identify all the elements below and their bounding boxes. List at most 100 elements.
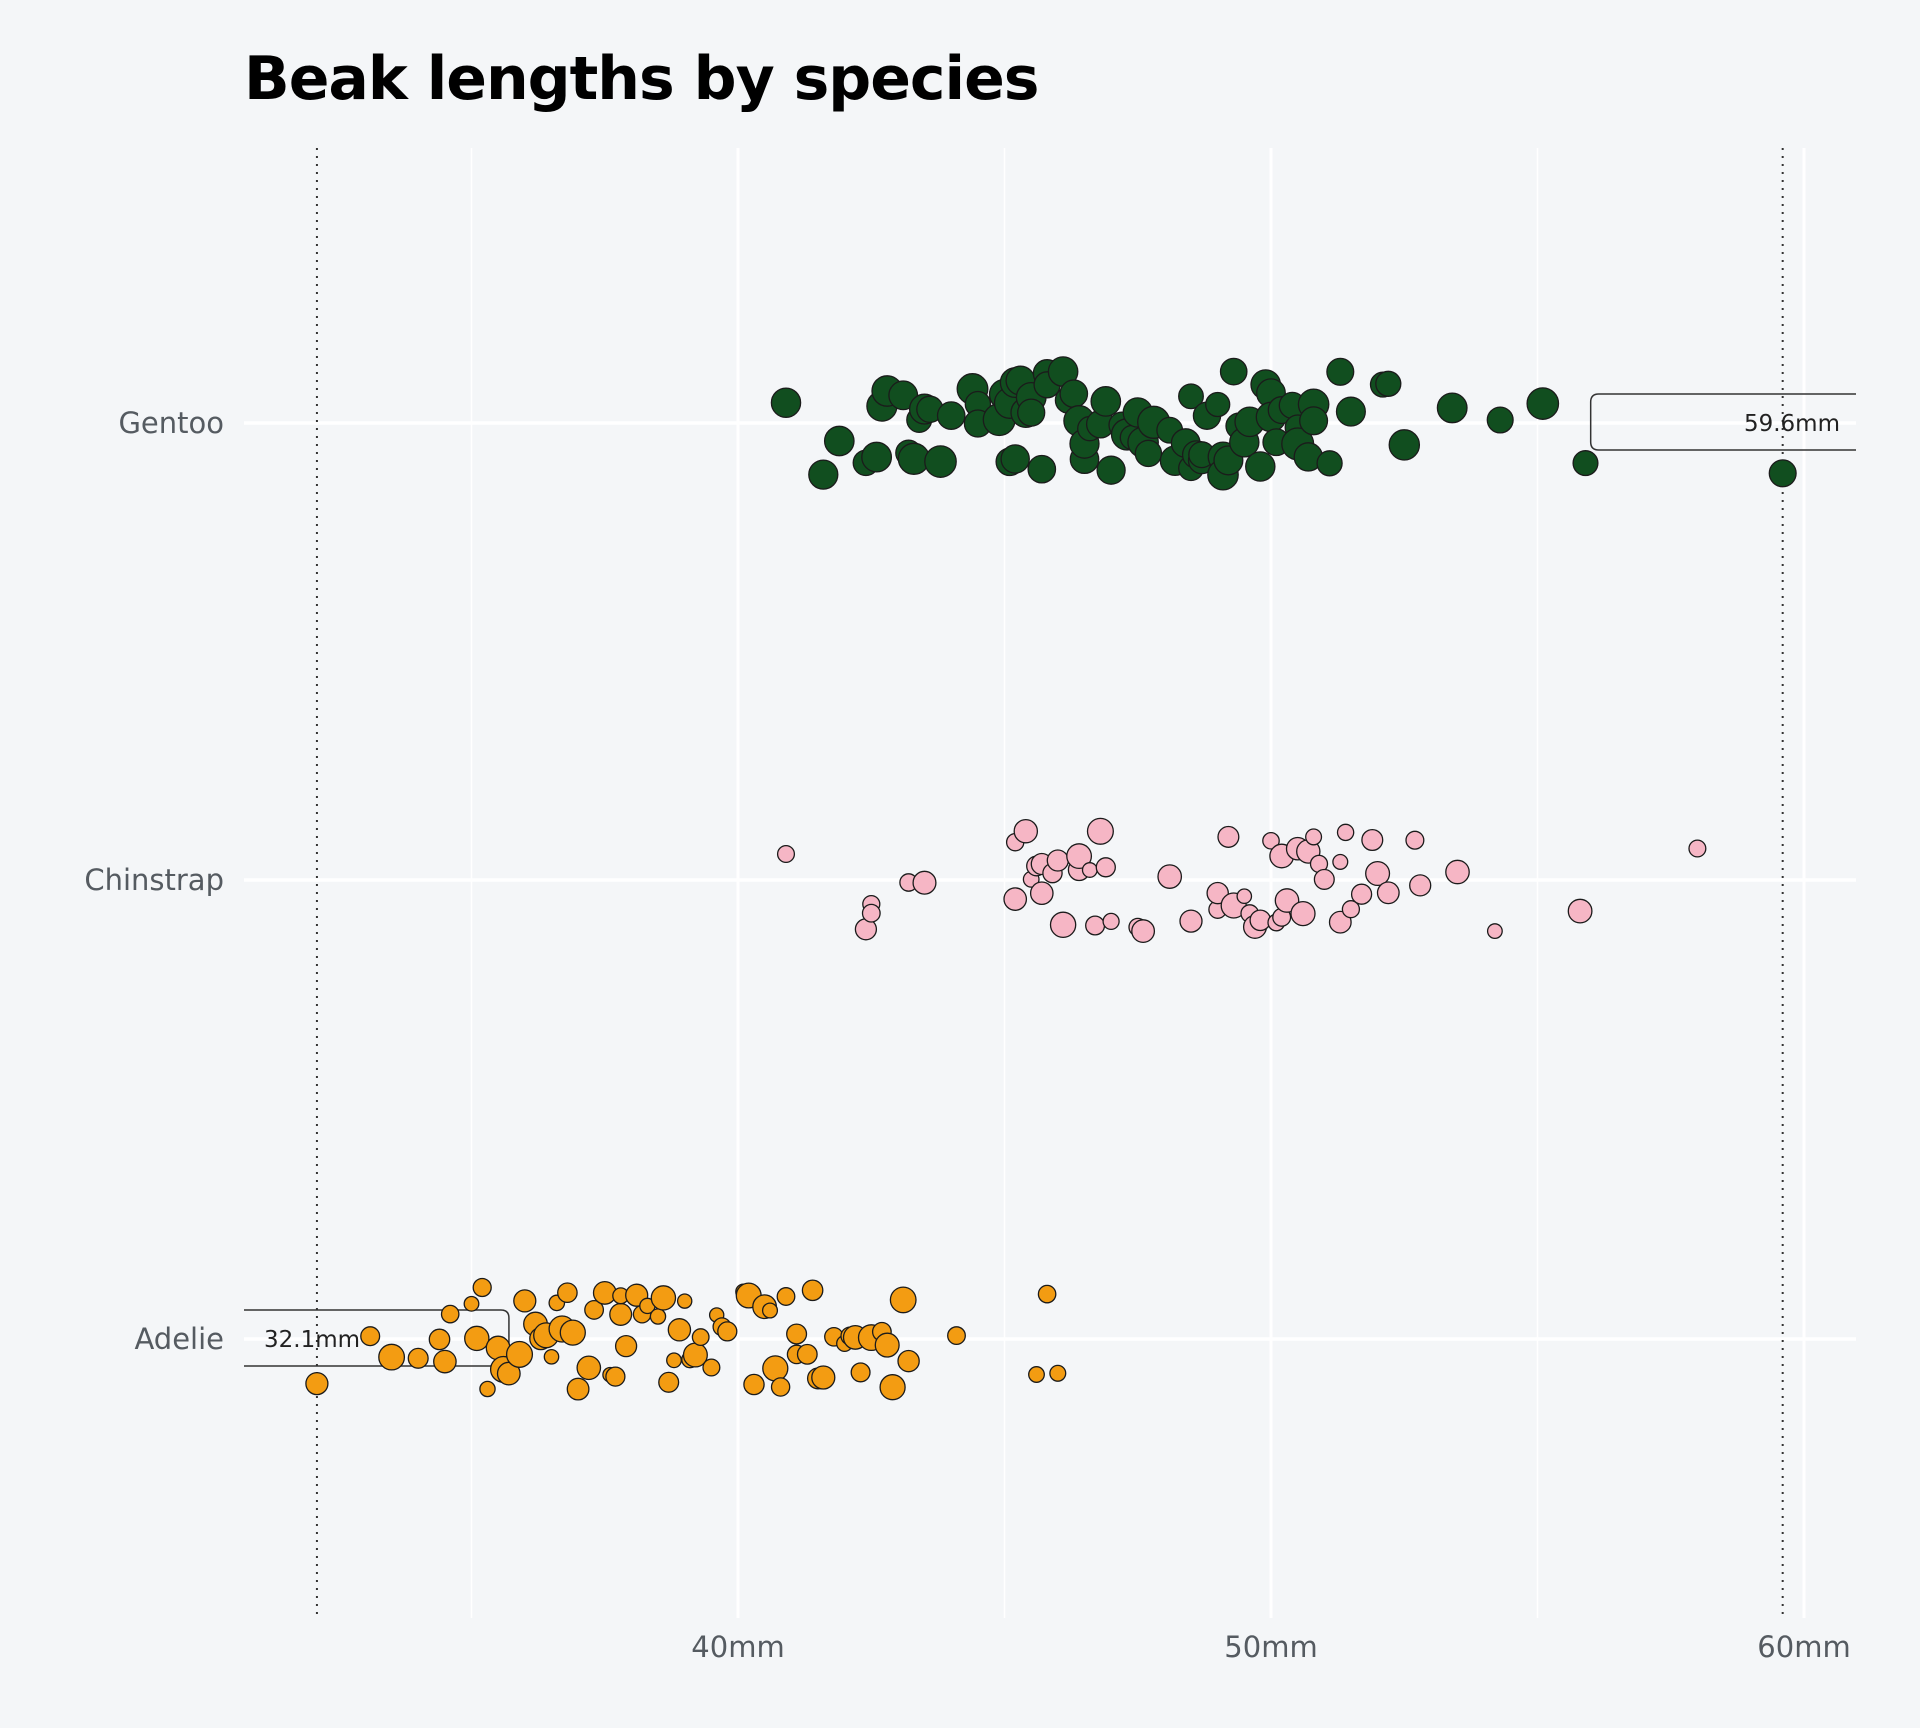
data-point-adelie <box>743 1373 765 1396</box>
data-point-adelie <box>796 1343 818 1365</box>
data-point-chinstrap <box>1217 825 1240 848</box>
data-point-chinstrap <box>1409 874 1432 897</box>
annotation-label: 32.1mm <box>264 1327 360 1353</box>
data-point-chinstrap <box>1086 817 1114 845</box>
data-point-adelie <box>543 1348 560 1365</box>
data-point-chinstrap <box>1350 883 1373 905</box>
data-point-adelie <box>428 1328 451 1351</box>
data-point-adelie <box>717 1321 738 1342</box>
x-tick-label: 50mm <box>1224 1630 1317 1664</box>
data-point-chinstrap <box>1085 915 1106 936</box>
data-point-gentoo <box>1526 387 1560 420</box>
data-point-chinstrap <box>1249 909 1272 932</box>
data-point-chinstrap <box>1081 862 1098 878</box>
data-point-gentoo <box>770 387 802 418</box>
data-point-gentoo <box>1436 392 1468 424</box>
data-point-gentoo <box>1375 370 1402 397</box>
data-point-chinstrap <box>1066 843 1093 870</box>
chart-title: Beak lengths by species <box>244 44 1039 114</box>
data-point-adelie <box>584 1299 605 1320</box>
data-point-adelie <box>513 1289 537 1313</box>
data-point-adelie <box>691 1328 710 1347</box>
data-point-chinstrap <box>1365 860 1391 887</box>
data-point-chinstrap <box>1095 857 1116 878</box>
data-point-gentoo <box>808 459 839 490</box>
data-point-adelie <box>666 1352 682 1369</box>
y-category-label: Adelie <box>134 1322 224 1356</box>
data-point-adelie <box>614 1334 638 1358</box>
data-point-gentoo <box>1090 386 1122 417</box>
data-point-chinstrap <box>1236 888 1253 905</box>
data-point-gentoo <box>861 441 893 473</box>
data-point-adelie <box>649 1308 667 1325</box>
data-point-gentoo <box>1486 406 1514 434</box>
data-point-adelie <box>667 1318 692 1342</box>
data-point-chinstrap <box>1013 818 1039 844</box>
data-point-adelie <box>850 1362 871 1383</box>
data-point-chinstrap <box>1332 853 1349 870</box>
data-point-gentoo <box>1017 398 1046 427</box>
data-point-adelie <box>505 1340 534 1368</box>
data-point-chinstrap <box>1003 887 1028 911</box>
data-point-chinstrap <box>1029 881 1054 906</box>
data-point-chinstrap <box>1328 910 1352 934</box>
data-point-chinstrap <box>1376 881 1400 905</box>
data-point-adelie <box>472 1277 492 1298</box>
data-point-chinstrap <box>1262 831 1280 850</box>
data-point-adelie <box>609 1302 633 1326</box>
data-point-adelie <box>801 1279 824 1302</box>
data-point-chinstrap <box>1567 898 1593 924</box>
data-point-gentoo <box>1027 454 1057 484</box>
data-point-gentoo <box>1388 429 1421 461</box>
data-point-chinstrap <box>1486 923 1503 940</box>
data-point-chinstrap <box>1336 823 1355 842</box>
data-point-adelie <box>305 1371 329 1396</box>
data-point-gentoo <box>1316 450 1343 477</box>
data-point-adelie <box>658 1371 680 1393</box>
data-point-gentoo <box>924 445 957 478</box>
data-point-adelie <box>702 1358 721 1377</box>
data-point-adelie <box>776 1287 796 1306</box>
data-point-gentoo <box>1219 357 1248 386</box>
data-point-adelie <box>770 1377 791 1397</box>
data-point-adelie <box>811 1365 836 1390</box>
data-point-gentoo <box>1326 357 1355 386</box>
data-point-adelie <box>576 1355 602 1381</box>
data-point-adelie <box>464 1325 490 1352</box>
data-point-chinstrap <box>1290 900 1316 927</box>
data-point-adelie <box>676 1293 693 1309</box>
data-point-gentoo <box>1000 444 1030 474</box>
data-point-adelie <box>1028 1366 1045 1383</box>
data-point-gentoo <box>1245 451 1276 482</box>
data-point-gentoo <box>1572 450 1599 477</box>
data-point-gentoo <box>1335 396 1366 427</box>
data-point-chinstrap <box>1313 868 1335 890</box>
data-point-adelie <box>1037 1284 1057 1304</box>
data-point-adelie <box>761 1302 779 1319</box>
data-point-chinstrap <box>1131 919 1156 944</box>
y-category-label: Gentoo <box>118 406 224 440</box>
data-point-adelie <box>786 1323 808 1345</box>
x-tick-label: 60mm <box>1757 1630 1850 1664</box>
data-point-chinstrap <box>1102 912 1120 931</box>
data-point-chinstrap <box>776 844 796 864</box>
data-point-chinstrap <box>912 870 937 895</box>
data-point-chinstrap <box>1157 864 1183 889</box>
data-point-adelie <box>947 1326 966 1346</box>
data-point-adelie <box>433 1349 457 1374</box>
annotation-bracket <box>1589 393 1856 451</box>
data-point-gentoo <box>1059 379 1089 409</box>
data-point-adelie <box>605 1366 626 1387</box>
data-point-chinstrap <box>1305 828 1323 846</box>
data-point-adelie <box>889 1286 917 1314</box>
data-point-chinstrap <box>1445 859 1470 885</box>
data-point-gentoo <box>1134 439 1163 468</box>
data-point-adelie <box>479 1380 496 1398</box>
x-tick-label: 40mm <box>691 1630 784 1664</box>
annotation-label: 59.6mm <box>1744 411 1840 437</box>
data-point-gentoo <box>823 425 855 457</box>
data-point-adelie <box>463 1295 480 1312</box>
data-point-chinstrap <box>1179 909 1203 933</box>
y-category-label: Chinstrap <box>84 863 224 897</box>
